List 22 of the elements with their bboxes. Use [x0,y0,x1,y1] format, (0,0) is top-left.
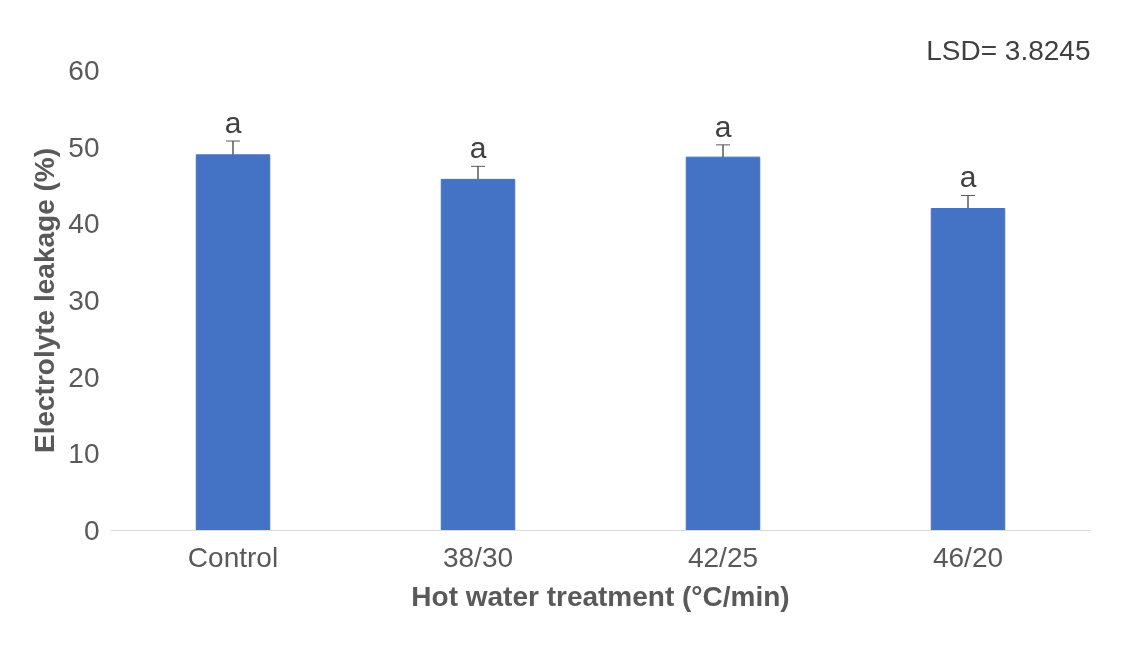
y-tick-label: 20 [68,361,100,393]
annotation: a [224,106,242,140]
y-tick-label: 40 [68,208,100,240]
y-tick-label: 30 [68,285,100,316]
x-tick-label: 46/20 [932,541,1004,573]
y-tick-label: 0 [83,515,100,546]
annotation: a [959,160,977,194]
y-axis-title: Electrolyte leakage (%) [29,147,61,454]
y-tick-label: 60 [68,55,100,86]
x-tick-label: 42/25 [687,541,759,573]
annotation: a [469,131,487,165]
bar [440,178,516,531]
bar [195,154,271,531]
x-tick-label: 38/30 [442,541,514,573]
x-tick-label: Control [187,541,279,573]
text: LSD= 3.8245 [926,34,1091,66]
bar [685,156,761,531]
bar [930,208,1006,531]
y-tick-label: 50 [68,131,100,163]
y-tick-label: 10 [68,438,100,470]
x-axis-title: Hot water treatment (°C/min) [411,580,790,612]
annotation: a [714,109,732,143]
